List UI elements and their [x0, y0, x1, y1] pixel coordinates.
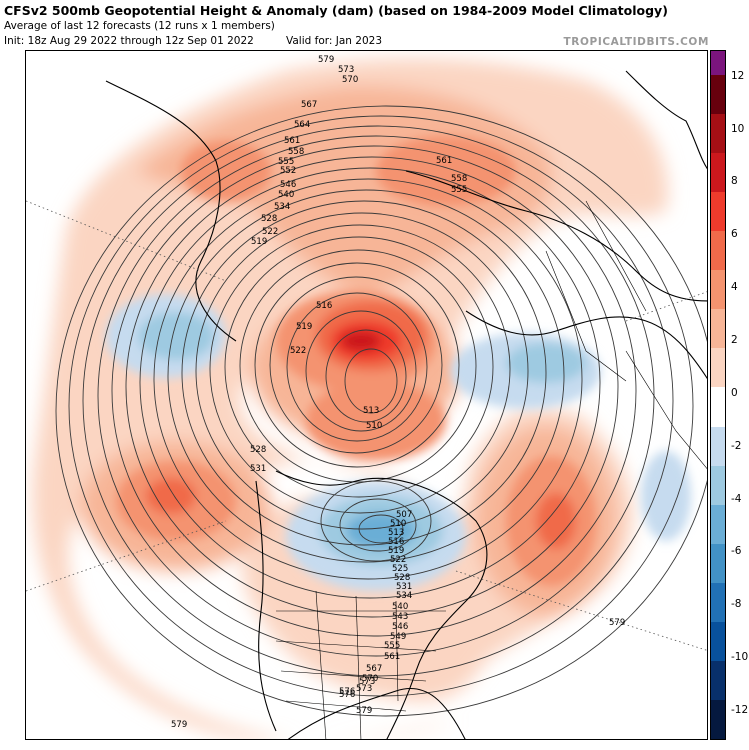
contour-label: 558	[288, 147, 304, 157]
contour-label: 546	[392, 622, 408, 632]
colorbar-segment	[711, 660, 725, 701]
contour-label: 516	[316, 301, 332, 311]
colorbar-segment	[711, 426, 725, 467]
contour-label: 546	[280, 180, 296, 190]
colorbar-tick: 12	[731, 70, 745, 82]
contour-label: 579	[171, 720, 187, 730]
contour-label: 552	[280, 166, 296, 176]
contour-label: 558	[451, 174, 467, 184]
contour-label: 528	[394, 573, 410, 583]
colorbar-segment	[711, 582, 725, 623]
map-canvas: 579 573 570 567 564 561 558 555 552 546 …	[26, 51, 707, 739]
graticule	[26, 200, 707, 651]
colorbar-segment	[711, 309, 725, 349]
colorbar-segment	[711, 387, 725, 428]
colorbar-segment	[711, 231, 725, 271]
colorbar-segment	[711, 543, 725, 584]
colorbar-tick: 4	[731, 281, 738, 293]
contour-label: 534	[274, 202, 290, 212]
contour-label: 510	[390, 519, 406, 529]
contour-label: 522	[390, 555, 406, 565]
contour-label: 576	[339, 690, 355, 700]
contour-label: 531	[250, 464, 266, 474]
colorbar-segment	[711, 114, 725, 154]
contour-label: 561	[436, 156, 452, 166]
contour-label: 510	[366, 421, 382, 431]
contour-label: 570	[362, 674, 378, 684]
contour-label: 573	[356, 684, 372, 694]
contour-labels: 579 573 570 567 564 561 558 555 552 546 …	[171, 55, 625, 730]
contour-label: 513	[363, 406, 379, 416]
contour-label: 522	[290, 346, 306, 356]
valid-time-label: Valid for: Jan 2023	[286, 35, 383, 47]
anomaly-map: 579 573 570 567 564 561 558 555 552 546 …	[25, 50, 708, 740]
contour-label: 567	[301, 100, 317, 110]
contour-label: 543	[392, 612, 408, 622]
coastlines	[105, 70, 707, 739]
colorbar-segment	[711, 153, 725, 193]
contour-label: 507	[396, 510, 412, 520]
contour-label: 534	[396, 591, 412, 601]
contour-label: 540	[392, 602, 408, 612]
contour-label: 555	[278, 157, 294, 167]
contour-label: 561	[284, 136, 300, 146]
colorbar-tick: 10	[731, 123, 745, 135]
colorbar-segment	[711, 465, 725, 506]
contour-label: 525	[392, 564, 408, 574]
contour-label: 522	[262, 227, 278, 237]
contour-label: 513	[388, 528, 404, 538]
colorbar-tick: 6	[731, 228, 738, 240]
contour-label: 519	[388, 546, 404, 556]
contour-label: 516	[388, 537, 404, 547]
contour-label: 519	[296, 322, 312, 332]
contour-label: 576	[339, 687, 355, 697]
colorbar-tick: -10	[731, 651, 749, 663]
contour-label: 528	[250, 445, 266, 455]
contour-label: 579	[318, 55, 334, 65]
colorbar-tick: -6	[731, 545, 742, 557]
colorbar-tick: -8	[731, 598, 742, 610]
map-title: CFSv2 500mb Geopotential Height & Anomal…	[4, 3, 668, 18]
contour-label: 555	[384, 641, 400, 651]
contour-label: 555	[451, 185, 467, 195]
contour-label: 573	[359, 677, 375, 687]
colorbar-tick: -2	[731, 440, 742, 452]
contour-label: 531	[396, 582, 412, 592]
colorbar-segment	[711, 504, 725, 545]
contour-label: 561	[384, 652, 400, 662]
colorbar-tick: 8	[731, 175, 738, 187]
init-time-label: Init: 18z Aug 29 2022 through 12z Sep 01…	[4, 35, 254, 47]
state-borders	[275, 200, 707, 739]
contour-label: 549	[390, 632, 406, 642]
contour-label: 570	[342, 75, 358, 85]
contour-label: 540	[278, 190, 294, 200]
colorbar-segment	[711, 192, 725, 232]
contour-label: 519	[251, 237, 267, 247]
colorbar-segment	[711, 348, 725, 388]
contour-label: 564	[294, 120, 310, 130]
colorbar-tick: 2	[731, 334, 738, 346]
map-subtitle: Average of last 12 forecasts (12 runs x …	[4, 20, 275, 32]
contour-label: 567	[366, 664, 382, 674]
colorbar-segment	[711, 51, 725, 75]
contour-label: 573	[338, 65, 354, 75]
contour-label: 528	[261, 214, 277, 224]
colorbar	[710, 50, 726, 740]
contour-label: 579	[609, 618, 625, 628]
colorbar-segment	[711, 75, 725, 115]
contour-label: 579	[356, 706, 372, 716]
height-contours	[55, 105, 707, 717]
colorbar-segment	[711, 699, 725, 740]
colorbar-tick: -4	[731, 493, 742, 505]
colorbar-tick: -12	[731, 704, 749, 716]
colorbar-segment	[711, 621, 725, 662]
colorbar-tick: 0	[731, 387, 738, 399]
site-credit: TROPICALTIDBITS.COM	[563, 36, 709, 48]
colorbar-segment	[711, 270, 725, 310]
